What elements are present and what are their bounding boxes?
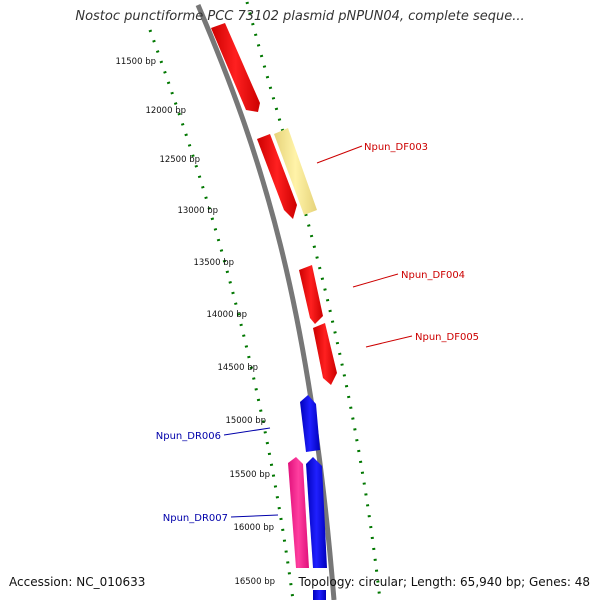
gene-label-forward[interactable]: Npun_DF003	[364, 142, 428, 153]
ruler-label: 15500 bp	[229, 470, 270, 480]
gene-label-forward[interactable]: Npun_DF004	[401, 270, 465, 281]
ruler-label: 12500 bp	[159, 155, 200, 165]
label-leader-line	[352, 273, 399, 288]
accession-text: Accession: NC_010633	[9, 575, 146, 589]
map-title: Nostoc punctiforme PCC 73102 plasmid pNP…	[75, 9, 525, 24]
gene-label-reverse[interactable]: Npun_DR007	[163, 513, 228, 524]
gene-reverse[interactable]	[300, 395, 320, 452]
ruler-label: 13500 bp	[193, 258, 234, 268]
label-leader-line	[316, 145, 363, 164]
gene-forward[interactable]	[299, 265, 323, 324]
ruler-label: 11500 bp	[115, 57, 156, 67]
ruler-label: 15000 bp	[225, 416, 266, 426]
ruler-label: 14500 bp	[217, 363, 258, 373]
gene-reverse[interactable]	[313, 590, 326, 600]
ruler-label: 13000 bp	[177, 206, 218, 216]
label-leader-line	[230, 514, 279, 518]
gene-forward[interactable]	[211, 23, 260, 112]
forward-genes	[211, 23, 337, 385]
ruler-label: 16000 bp	[233, 523, 274, 533]
topology-stats-text: Topology: circular; Length: 65,940 bp; G…	[298, 575, 590, 589]
gene-label-reverse[interactable]: Npun_DR006	[156, 431, 221, 442]
label-leader-line	[223, 427, 271, 436]
label-leader-line	[365, 335, 413, 348]
ruler-label: 12000 bp	[145, 106, 186, 116]
gene-reverse[interactable]	[306, 457, 327, 568]
gene-label-forward[interactable]: Npun_DF005	[415, 332, 479, 343]
reverse-genes	[300, 395, 327, 600]
outer-tick-ring	[245, 1, 382, 600]
ruler-label: 16500 bp	[234, 577, 275, 587]
gene-forward[interactable]	[257, 134, 297, 219]
gene-forward-highlight[interactable]	[274, 128, 317, 215]
gene-rna[interactable]	[288, 457, 309, 568]
gene-forward[interactable]	[313, 323, 337, 385]
ruler-label: 14000 bp	[206, 310, 247, 320]
